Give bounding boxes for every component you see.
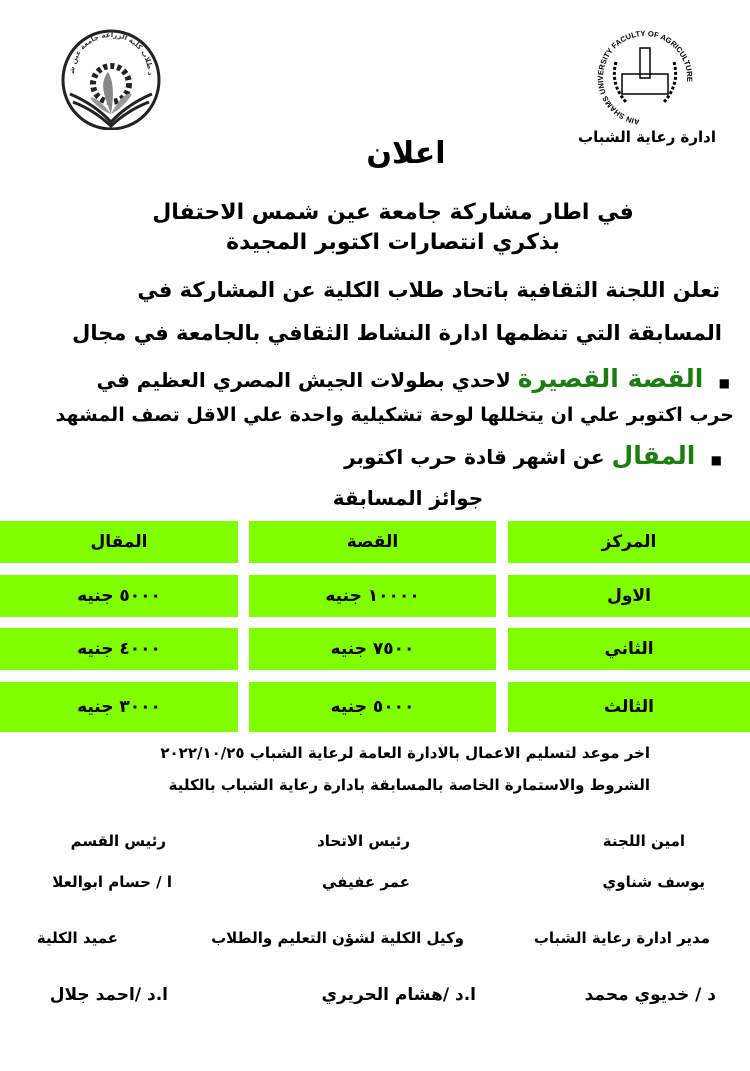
bullet-icon: ■: [710, 376, 730, 390]
table-cell-rank: الثاني: [508, 628, 750, 670]
intro-line-1: تعلن اللجنة الثقافية باتحاد طلاب الكلية …: [137, 278, 720, 302]
item-short-story: ■ القصة القصيرة لاحدي بطولات الجيش المصر…: [97, 364, 731, 393]
table-cell-article: ٤٠٠٠ جنيه: [0, 628, 238, 670]
table-header-article: المقال: [0, 521, 238, 563]
student-union-logo: اتحاد طلاب كلية الزراعة جامعة عين شمس: [55, 22, 162, 134]
signature-name: يوسف شناوي: [602, 873, 705, 891]
prizes-title: جوائز المسابقة: [332, 486, 484, 510]
item-article: ■ المقال عن اشهر قادة حرب اكتوبر: [344, 441, 722, 470]
conditions-text: الشروط والاستمارة الخاصة بالمسابقة بادار…: [168, 776, 650, 794]
subtitle-line-2: بذكري انتصارات اكتوبر المجيدة: [226, 230, 560, 255]
signature-name: ا.د /احمد جلال: [49, 985, 168, 1005]
intro-line-2: المسابقة التي تنظمها ادارة النشاط الثقاف…: [72, 321, 722, 345]
ain-shams-university-seal-icon: AIN SHAMS UNIVERSITY FACULTY OF AGRICULT…: [596, 29, 694, 127]
table-header-rank: المركز: [508, 521, 750, 563]
department-name: ادارة رعاية الشباب: [578, 128, 717, 146]
item-text: لاحدي بطولات الجيش المصري العظيم في: [96, 368, 511, 392]
signature-role: وكيل الكلية لشؤن التعليم والطلاب: [211, 929, 464, 947]
signature-name: ا.د /هشام الحريري: [321, 985, 476, 1005]
table-cell-story: ١٠٠٠٠ جنيه: [249, 575, 496, 617]
item-text: عن اشهر قادة حرب اكتوبر: [344, 445, 605, 469]
table-cell-story: ٥٠٠٠ جنيه: [249, 682, 496, 732]
table-cell-article: ٣٠٠٠ جنيه: [0, 682, 238, 732]
page-title: اعلان: [366, 136, 446, 171]
table-cell-story: ٧٥٠٠ جنيه: [249, 628, 496, 670]
signature-role: رئيس القسم: [70, 832, 166, 850]
table-header-story: القصة: [249, 521, 496, 563]
signature-name: ا / حسام ابوالعلا: [52, 873, 172, 891]
deadline-text: اخر موعد لتسليم الاعمال بالادارة العامة …: [160, 744, 650, 762]
university-logo: AIN SHAMS UNIVERSITY FACULTY OF AGRICULT…: [592, 28, 698, 132]
item-highlight: القصة القصيرة: [517, 364, 704, 393]
signature-role: عميد الكلية: [36, 929, 118, 947]
signature-name: عمر عفيفي: [322, 873, 410, 891]
subtitle-line-1: في اطار مشاركة جامعة عين شمس الاحتفال: [152, 200, 634, 225]
item-short-story-continuation: حرب اكتوبر علي ان يتخللها لوحة تشكيلية و…: [55, 404, 734, 426]
signature-name: د / خديوي محمد: [584, 985, 716, 1005]
signature-role: مدير ادارة رعاية الشباب: [533, 929, 710, 947]
signature-role: رئيس الاتحاد: [317, 832, 410, 850]
table-cell-article: ٥٠٠٠ جنيه: [0, 575, 238, 617]
bullet-icon: ■: [702, 453, 722, 467]
table-cell-rank: الثالث: [508, 682, 750, 732]
student-union-emblem-icon: اتحاد طلاب كلية الزراعة جامعة عين شمس: [55, 22, 161, 131]
item-highlight: المقال: [611, 441, 696, 470]
signature-role: امين اللجنة: [602, 832, 685, 850]
table-cell-rank: الاول: [508, 575, 750, 617]
